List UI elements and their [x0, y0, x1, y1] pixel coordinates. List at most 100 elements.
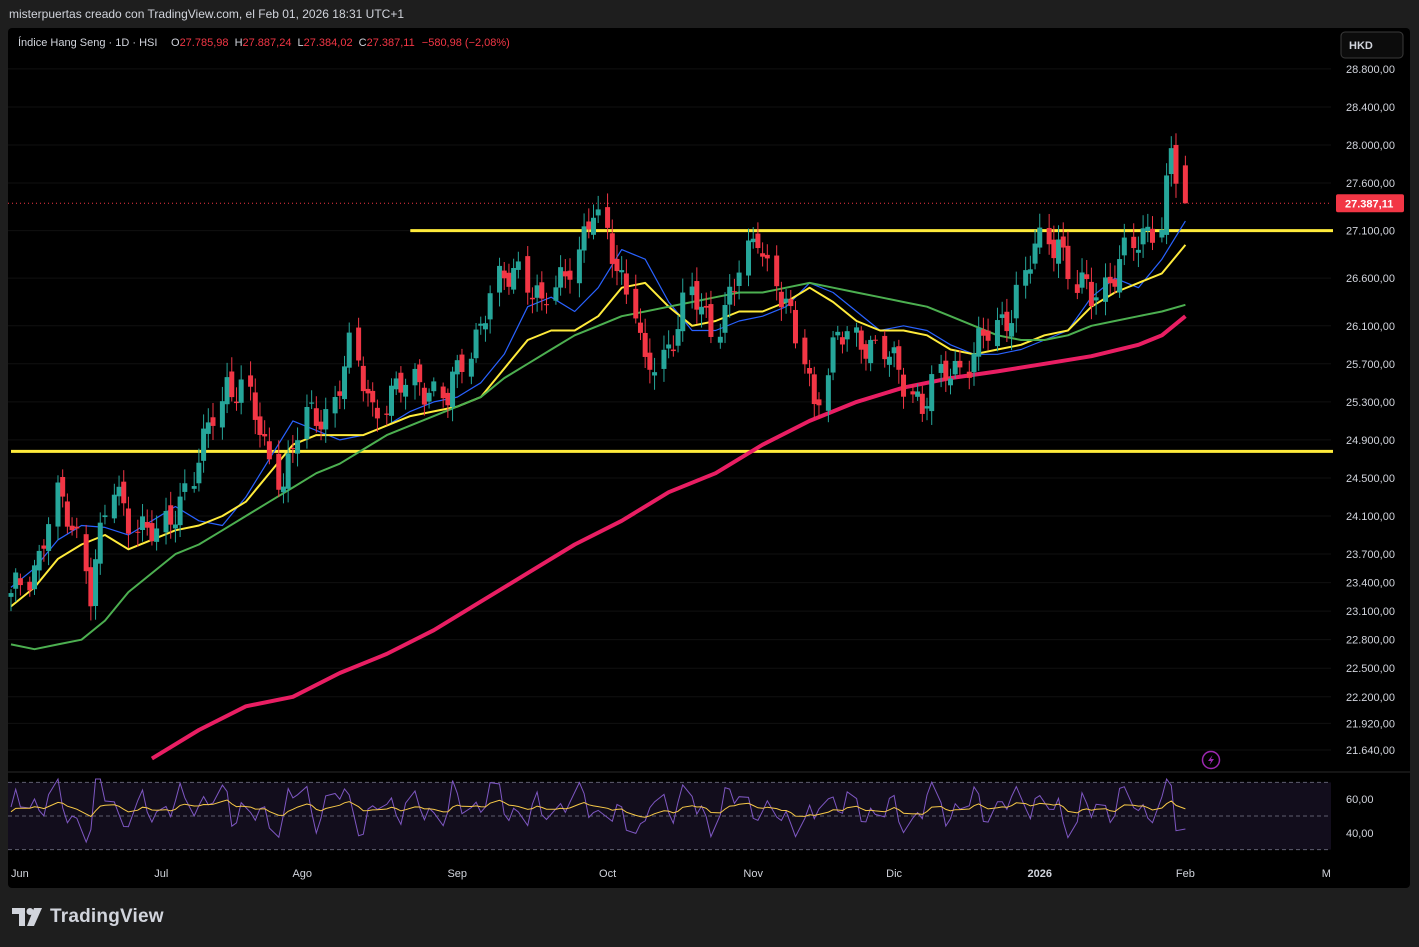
credit-text: misterpuertas creado con TradingView.com…: [9, 7, 404, 21]
candle-body: [17, 578, 23, 586]
candle-body: [924, 406, 930, 409]
candle-body: [318, 421, 324, 430]
candle-body: [332, 397, 338, 414]
candle-body: [891, 347, 897, 354]
candle-body: [64, 501, 70, 527]
low-value: 27.384,02: [304, 37, 353, 49]
candle-body: [454, 360, 460, 375]
currency-badge[interactable]: HKD: [1340, 31, 1404, 59]
candle-body: [295, 440, 301, 454]
candle-body: [1103, 277, 1109, 302]
candle-body: [412, 368, 418, 386]
candle-body: [501, 270, 507, 279]
price-tick-label: 22.500,00: [1346, 663, 1395, 675]
candle-body: [994, 320, 1000, 347]
price-chart[interactable]: 28.800,00 28.400,00 28.000,00 27.600,00 27.1…: [8, 28, 1410, 888]
time-tick-label: Dic: [886, 868, 902, 880]
price-tick-label: 23.700,00: [1346, 549, 1395, 561]
candle-body: [177, 496, 183, 526]
candle-body: [468, 358, 474, 377]
chart-frame[interactable]: 28.800,00 28.400,00 28.000,00 27.600,00 27.1…: [8, 28, 1410, 888]
tradingview-logo[interactable]: TradingView: [12, 905, 164, 929]
candle-body: [83, 534, 89, 572]
candle-body: [868, 339, 874, 364]
candle-body: [309, 402, 315, 404]
candle-body: [323, 409, 329, 430]
candle-body: [393, 378, 399, 390]
candle-body: [426, 392, 432, 402]
lightning-icon[interactable]: [1201, 750, 1221, 770]
time-tick-label: Oct: [599, 868, 616, 880]
candle-body: [825, 375, 831, 411]
candle-body: [1145, 226, 1151, 232]
candle-body: [544, 304, 550, 306]
candle-body: [680, 292, 686, 332]
time-tick-label: Ago: [292, 868, 312, 880]
candle-body: [755, 233, 761, 249]
grid: [8, 68, 1331, 751]
candle-body: [811, 374, 817, 405]
candle-body: [233, 401, 239, 404]
candle-body: [872, 339, 878, 341]
candle-body: [285, 453, 291, 489]
price-tick-label: 23.400,00: [1346, 578, 1395, 590]
candle-body: [388, 385, 394, 416]
candle-body: [280, 486, 286, 493]
candle-body: [290, 447, 296, 449]
candle-body: [717, 336, 723, 343]
rsi-tick-label: 60,00: [1346, 794, 1374, 806]
rsi-ma-line: [10, 799, 1186, 818]
candle-body: [957, 360, 963, 368]
price-tick-label: 28.000,00: [1346, 140, 1395, 152]
last-price-label: 27.387,11: [1345, 198, 1393, 210]
candle-body: [839, 337, 845, 345]
candle-body: [506, 272, 512, 287]
rsi-line: [10, 777, 1186, 844]
candle-body: [125, 508, 131, 534]
candle-body: [863, 344, 869, 359]
legend-symbol: Índice Hang Seng · 1D · HSI: [18, 36, 157, 49]
candle-body: [238, 379, 244, 403]
candle-body: [144, 522, 150, 528]
candle-body: [760, 253, 766, 257]
candle-body: [337, 391, 343, 396]
candle-body: [205, 422, 211, 434]
candle-body: [313, 408, 319, 426]
candle-body: [722, 305, 728, 333]
candle-body: [971, 353, 977, 373]
price-tick-label: 26.100,00: [1346, 321, 1395, 333]
price-tick-label: 21.640,00: [1346, 745, 1395, 757]
candle-body: [910, 391, 916, 395]
candle-body: [135, 531, 141, 533]
currency-label: HKD: [1349, 40, 1373, 52]
candle-body: [1159, 229, 1165, 238]
candle-body: [257, 416, 263, 435]
candle-body: [699, 306, 705, 315]
candle-body: [515, 261, 521, 270]
candle-body: [675, 329, 681, 346]
candle-body: [534, 285, 540, 298]
time-tick-label: Feb: [1176, 868, 1195, 880]
candle-body: [858, 330, 864, 350]
candle-body: [154, 528, 160, 542]
candle-body: [262, 434, 268, 437]
candle-body: [731, 291, 737, 293]
candle-body: [1013, 284, 1019, 319]
candle-body: [421, 387, 427, 405]
price-tick-label: 28.400,00: [1346, 102, 1395, 114]
price-tick-label: 26.600,00: [1346, 273, 1395, 285]
candle-body: [1056, 239, 1062, 264]
close-value: 27.387,11: [367, 37, 415, 49]
candle-body: [1065, 245, 1071, 280]
candle-body: [854, 327, 860, 333]
candle-body: [116, 486, 122, 497]
candle-body: [966, 371, 972, 378]
candle-body: [929, 374, 935, 412]
candle-body: [750, 238, 756, 243]
candle-body: [459, 354, 465, 372]
candle-body: [647, 352, 653, 370]
candle-body: [980, 329, 986, 336]
candle-body: [694, 281, 700, 310]
candle-body: [8, 593, 14, 597]
price-axis: 28.800,00 28.400,00 28.000,00 27.600,00 27.1…: [1346, 64, 1395, 757]
